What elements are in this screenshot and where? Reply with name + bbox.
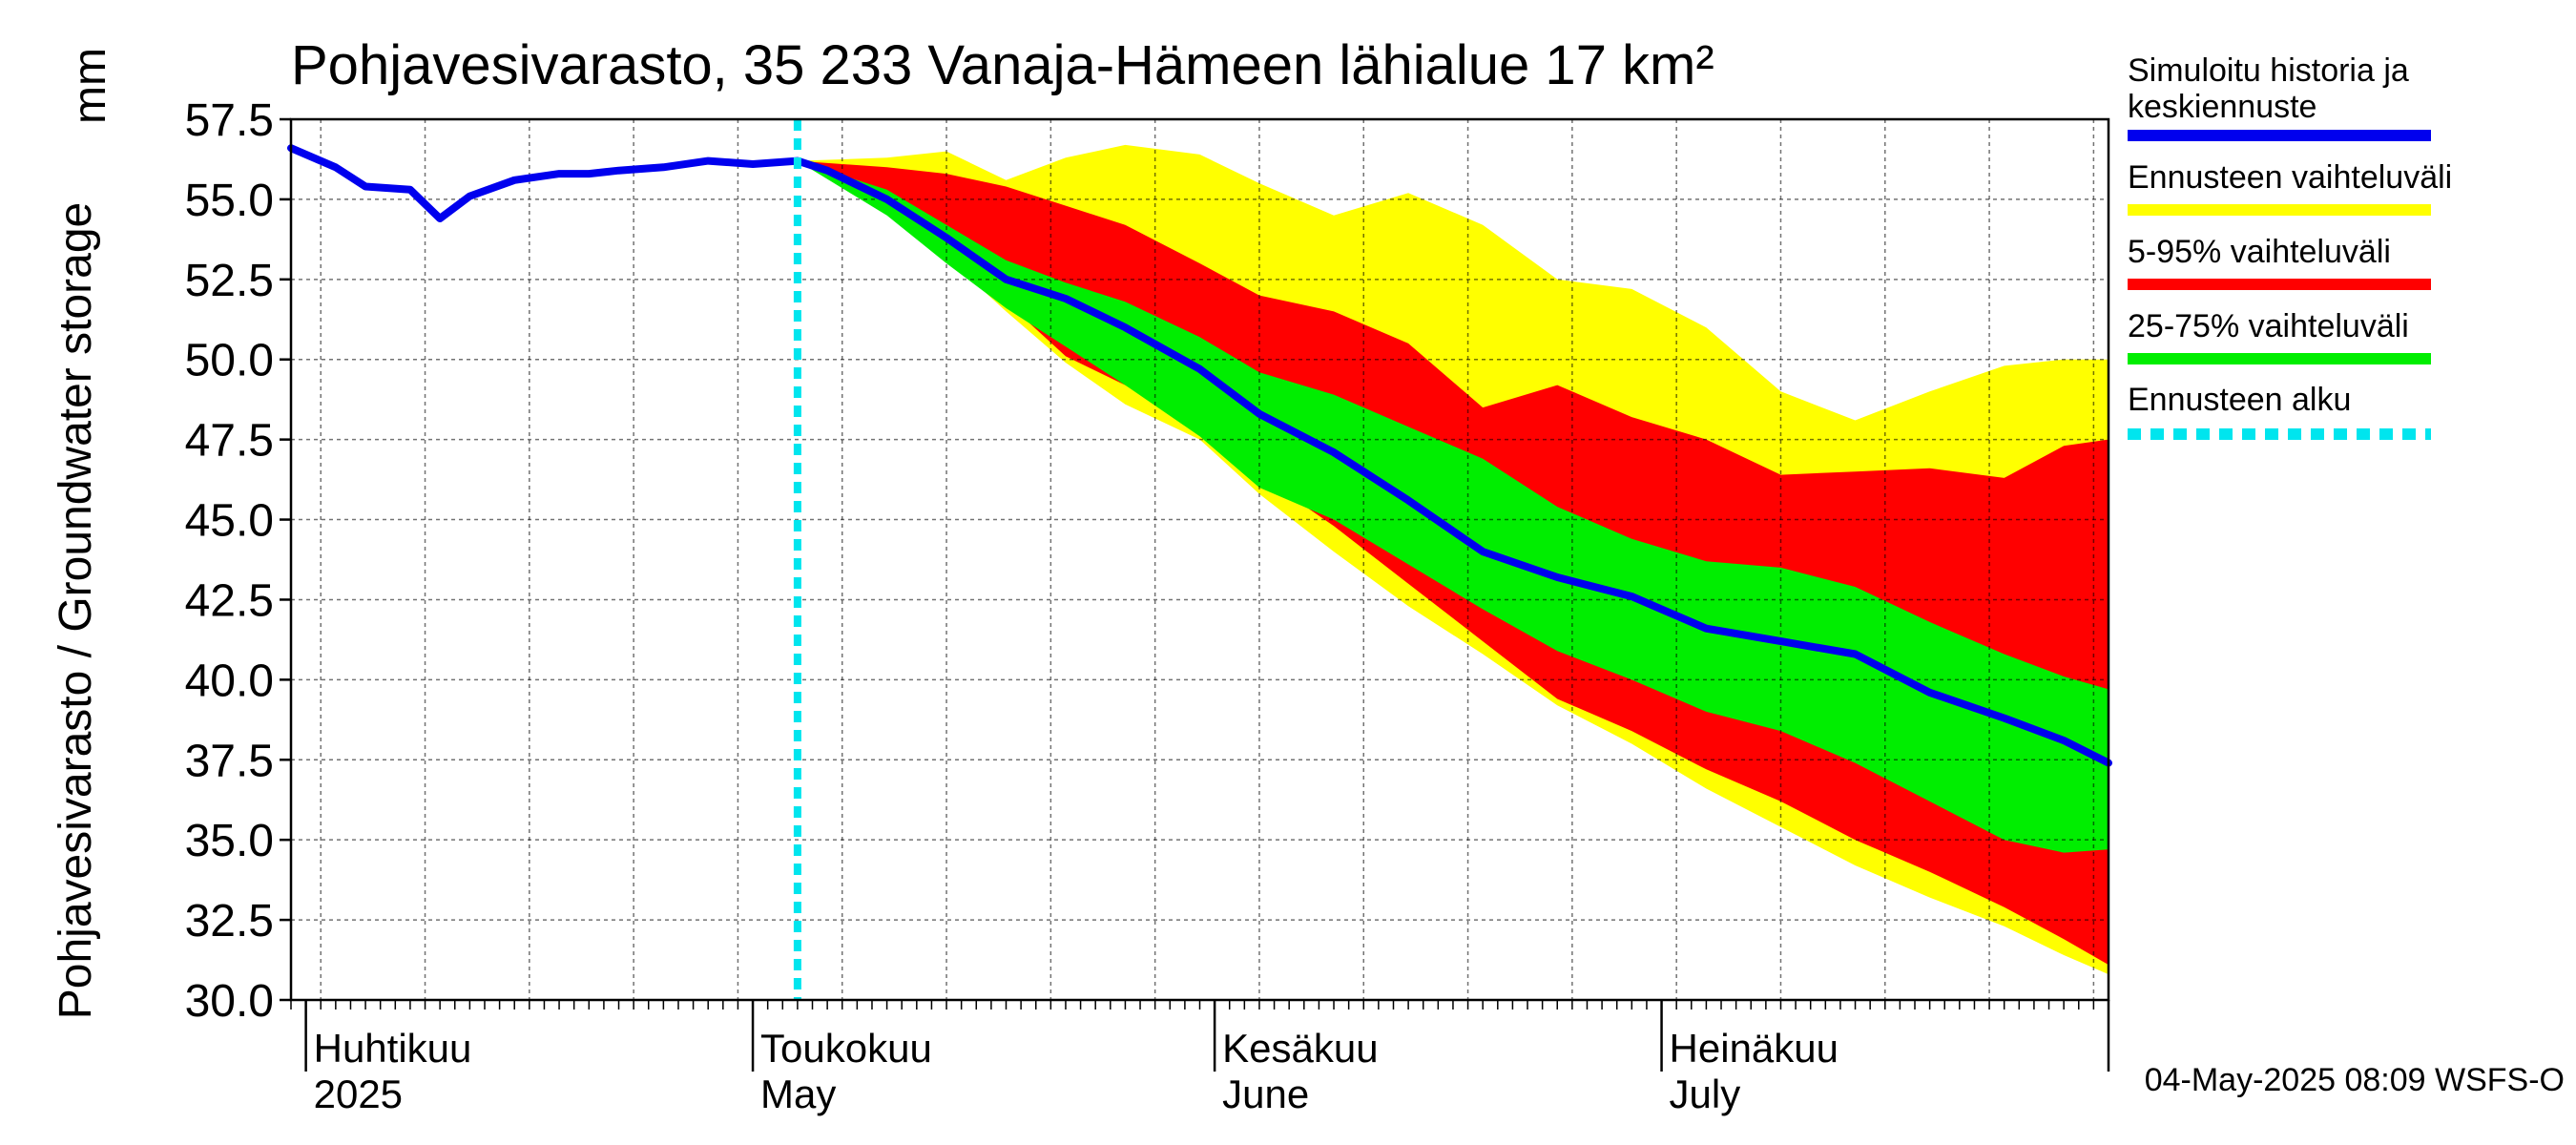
- y-tick-label: 42.5: [185, 575, 274, 626]
- legend-label-ennusteen-alku: Ennusteen alku: [2128, 382, 2351, 418]
- y-tick-label: 57.5: [185, 95, 274, 146]
- legend: Simuloitu historia ja keskiennuste Ennuste…: [2128, 52, 2452, 440]
- legend-label-ennusteen-vaihteluv-li: Ennusteen vaihteluväli: [2128, 159, 2452, 196]
- y-tick-label: 52.5: [185, 256, 274, 306]
- y-axis-ticks: 30.0 32.5 35.0 37.5 40.0 42.5 45.0 47.5 50.0 52.5…: [185, 95, 291, 1027]
- x-tick-label-en: June: [1222, 1072, 1309, 1116]
- y-tick-label: 37.5: [185, 736, 274, 786]
- y-tick-label: 32.5: [185, 896, 274, 947]
- y-tick-label: 50.0: [185, 336, 274, 386]
- legend-label-5-95-vaihteluv-li: 5-95% vaihteluväli: [2128, 234, 2391, 270]
- y-tick-label: 47.5: [185, 416, 274, 467]
- x-tick-label-fi: Kesäkuu: [1222, 1026, 1378, 1071]
- x-tick-label-en: 2025: [314, 1072, 403, 1116]
- y-tick-label: 45.0: [185, 496, 274, 547]
- y-axis-unit: mm: [65, 48, 115, 124]
- legend-label-simuloitu-historia-ja-keskiennuste: Simuloitu historia ja keskiennuste: [2128, 52, 2409, 125]
- y-tick-label: 55.0: [185, 176, 274, 226]
- x-tick-label-en: July: [1670, 1072, 1741, 1116]
- y-tick-label: 40.0: [185, 656, 274, 706]
- series-line-simuloitu-historia-ja-keskiennuste: [287, 144, 2112, 767]
- chart-title: Pohjavesivarasto, 35 233 Vanaja-Hämeen l…: [291, 34, 1714, 96]
- x-tick-label-fi: Heinäkuu: [1670, 1026, 1839, 1071]
- y-axis-label: Pohjavesivarasto / Groundwater storage: [51, 202, 101, 1019]
- footer-timestamp: 04-May-2025 08:09 WSFS-O: [2145, 1062, 2565, 1098]
- median-series: [287, 144, 2112, 767]
- y-tick-label: 35.0: [185, 816, 274, 866]
- x-tick-label-fi: Toukokuu: [760, 1026, 932, 1071]
- x-tick-label-en: May: [760, 1072, 836, 1116]
- legend-label-25-75-vaihteluv-li: 25-75% vaihteluväli: [2128, 308, 2409, 344]
- y-tick-label: 30.0: [185, 976, 274, 1027]
- x-tick-label-fi: Huhtikuu: [314, 1026, 472, 1071]
